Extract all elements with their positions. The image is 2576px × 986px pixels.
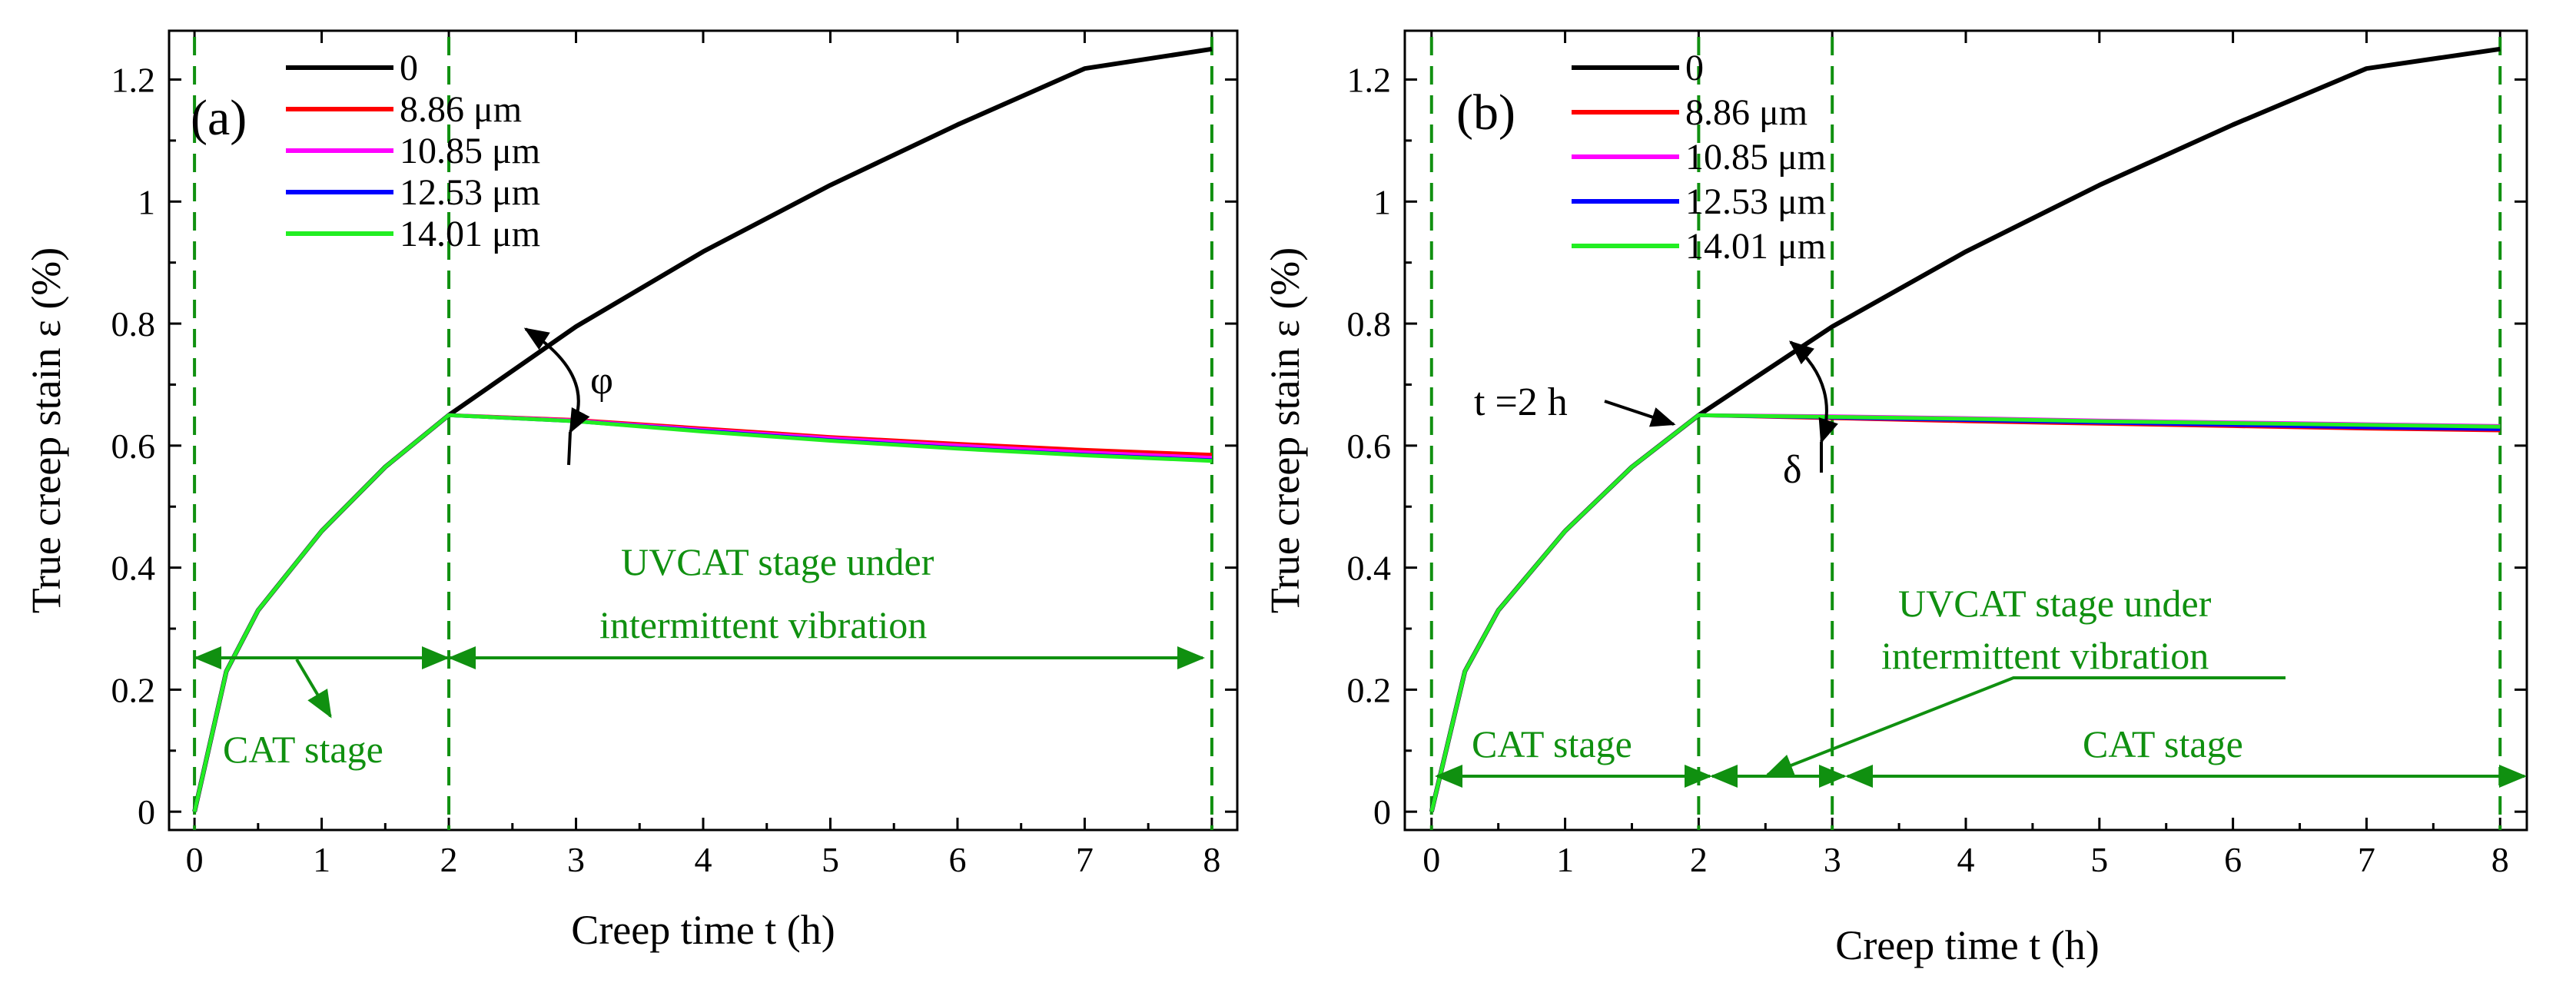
panel-a-angle-arc xyxy=(523,327,590,434)
x-tick-label: 0 xyxy=(186,840,204,879)
panel-b-legend-label-2: 10.85 μm xyxy=(1685,137,1826,178)
x-tick-label: 2 xyxy=(440,840,458,879)
panel-a-legend-label-3: 12.53 μm xyxy=(400,172,540,213)
panel-b-y-ticks: 0 0.2 0.4 0.6 0.8 1 1.2 xyxy=(1347,61,2527,832)
panel-a-uvcat-stage-label-line2: intermittent vibration xyxy=(599,603,927,646)
x-tick-label: 6 xyxy=(948,840,966,879)
panel-b-y-axis-title: True creep stain ε (%) xyxy=(1262,247,1308,614)
y-tick-label: 0.4 xyxy=(1347,549,1392,588)
panel-b-uvcat-stage-label-line2: intermittent vibration xyxy=(1881,634,2209,677)
x-tick-label: 2 xyxy=(1690,840,1708,879)
panel-a-vlines xyxy=(193,37,1213,830)
panel-b-legend-label-4: 14.01 μm xyxy=(1685,226,1826,267)
panel-b-x-axis-title: Creep time t (h) xyxy=(1835,922,2099,968)
panel-b-cat-stage-label-1: CAT stage xyxy=(1472,722,1632,765)
panel-b-series-line-4 xyxy=(1429,413,2501,812)
y-tick-label: 0.8 xyxy=(1347,304,1392,344)
y-tick-label: 0.2 xyxy=(111,670,156,709)
panel-a-y-ticks: 0 0.2 0.4 0.6 0.8 1 1.2 xyxy=(111,61,1237,832)
panel-a-angle-symbol: φ xyxy=(590,359,613,403)
panel-b-uvcat-stage-label-line1: UVCAT stage under xyxy=(1898,582,2212,625)
y-tick-label: 1.2 xyxy=(1347,61,1392,100)
y-tick-label: 1 xyxy=(1373,182,1391,221)
x-tick-label: 3 xyxy=(1824,840,1841,879)
x-tick-label: 7 xyxy=(1076,840,1094,879)
panel-a-uvcat-stage-label-line1: UVCAT stage under xyxy=(621,540,934,583)
x-tick-label: 8 xyxy=(2491,840,2509,879)
y-tick-label: 0.6 xyxy=(1347,427,1392,466)
panel-b-angle-symbol: δ xyxy=(1783,448,1802,492)
panel-b-angle-arc xyxy=(1788,340,1838,444)
panel-a-y-axis-title: True creep stain ε (%) xyxy=(23,247,69,614)
y-tick-label: 1 xyxy=(138,182,155,221)
panel-b-legend-label-1: 8.86 μm xyxy=(1685,92,1808,133)
x-tick-label: 4 xyxy=(1957,840,1975,879)
x-tick-label: 5 xyxy=(2090,840,2108,879)
panel-b-plot-frame xyxy=(1403,29,2528,832)
panel-b-legend-label-0: 0 xyxy=(1685,48,1704,88)
y-tick-label: 0 xyxy=(138,792,155,832)
x-tick-label: 1 xyxy=(1556,840,1574,879)
y-tick-label: 0.6 xyxy=(111,427,156,466)
panel-a-legend-label-4: 14.01 μm xyxy=(400,214,540,254)
panel-a-x-axis-title: Creep time t (h) xyxy=(571,907,835,953)
panel-b-uvcat-leader xyxy=(1765,676,2286,776)
panel-a-legend-label-1: 8.86 μm xyxy=(400,89,522,130)
x-tick-label: 3 xyxy=(567,840,585,879)
panel-b-series xyxy=(1429,46,2501,812)
panel-a-legend-label-2: 10.85 μm xyxy=(400,131,540,171)
panel-b-x-ticks: 0 1 2 3 4 5 6 7 8 xyxy=(1422,31,2509,879)
panel-a-label: (a) xyxy=(191,90,247,146)
panel-a-cat-stage-label: CAT stage xyxy=(223,728,383,771)
y-tick-label: 0 xyxy=(1373,792,1391,832)
y-tick-label: 1.2 xyxy=(111,61,156,100)
y-tick-label: 0.8 xyxy=(111,304,156,344)
x-tick-label: 6 xyxy=(2224,840,2242,879)
x-tick-label: 4 xyxy=(695,840,712,879)
panel-b-time-label: t =2 h xyxy=(1474,380,1568,424)
panel-a-cat-stage-pointer xyxy=(295,658,332,719)
x-tick-label: 0 xyxy=(1422,840,1440,879)
panel-b-cat-stage-label-2: CAT stage xyxy=(2083,722,2243,765)
x-tick-label: 7 xyxy=(2358,840,2375,879)
panel-a-series xyxy=(192,46,1213,812)
x-tick-label: 5 xyxy=(822,840,839,879)
panel-b-label: (b) xyxy=(1456,85,1515,141)
y-tick-label: 0.2 xyxy=(1347,670,1392,709)
y-tick-label: 0.4 xyxy=(111,549,156,588)
x-tick-label: 8 xyxy=(1203,840,1220,879)
panel-a-angle-tail xyxy=(567,431,572,466)
panel-a-series-line-4 xyxy=(192,413,1213,812)
panel-b-legend-label-3: 12.53 μm xyxy=(1685,181,1826,222)
panel-b-time-pointer xyxy=(1604,400,1676,427)
x-tick-label: 1 xyxy=(313,840,330,879)
panel-a-legend-label-0: 0 xyxy=(400,48,418,88)
